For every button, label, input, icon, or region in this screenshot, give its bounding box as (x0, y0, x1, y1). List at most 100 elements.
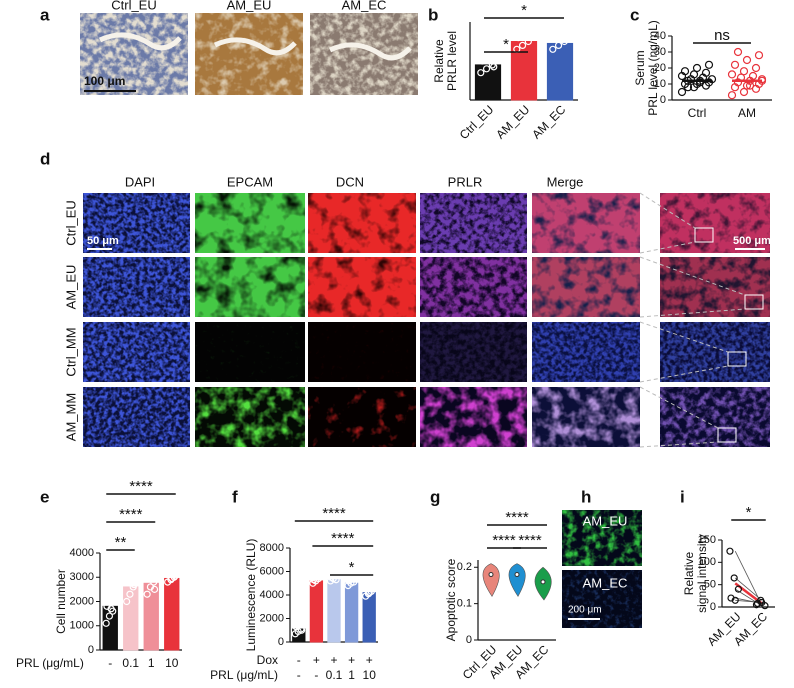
data-point (143, 590, 151, 598)
bar (510, 41, 538, 101)
image-label: AM_EC (583, 575, 628, 590)
y-tick-label: 2000 (70, 595, 94, 607)
bar (362, 592, 376, 643)
significance: **** (505, 509, 529, 526)
y-axis-label: Relative (682, 552, 696, 596)
x-tick-label: 10 (165, 656, 179, 670)
data-point (107, 605, 115, 613)
micrograph (195, 387, 305, 447)
significance: ns (714, 27, 730, 44)
data-point (490, 63, 498, 71)
micrograph (660, 257, 770, 317)
row-label: 1 (348, 668, 355, 682)
panel-letter: a (40, 5, 50, 24)
row-label: 10 (363, 668, 377, 682)
micrograph (195, 13, 303, 95)
pair-line (734, 577, 763, 601)
panel-letter: b (428, 5, 438, 24)
data-point (298, 626, 306, 634)
micrograph (562, 510, 642, 566)
data-point (295, 620, 303, 628)
micrograph (83, 257, 190, 317)
scale-label: 500 μm (733, 235, 771, 247)
data-point (147, 566, 155, 574)
micrograph (308, 193, 416, 253)
row-label: AM_EU (63, 265, 78, 310)
data-point (748, 71, 758, 81)
data-point (692, 63, 702, 73)
row-label: + (330, 653, 337, 667)
bar (474, 64, 502, 101)
y-tick-label: 0 (710, 601, 716, 613)
micrograph (532, 193, 640, 253)
y-tick-label: 0 (466, 634, 472, 646)
significance: **** (331, 530, 355, 547)
scale-label: 200 μm (568, 605, 602, 616)
panel-letter: i (680, 487, 685, 506)
connector (639, 321, 729, 353)
y-tick-label: 40 (654, 30, 666, 42)
image-label: AM_EU (227, 0, 272, 12)
micrograph (195, 193, 305, 253)
data-point (680, 67, 690, 76)
micrograph (532, 322, 640, 382)
gland (328, 42, 412, 61)
bar (143, 582, 159, 651)
y-axis-label: Serum (633, 50, 647, 85)
violin (508, 563, 526, 597)
bar (546, 42, 574, 101)
violin (482, 563, 500, 597)
y-tick-label: 2000 (260, 612, 284, 624)
gland (98, 32, 182, 51)
significance: * (349, 559, 355, 576)
channel-label: DCN (336, 174, 364, 189)
data-point (726, 547, 734, 555)
y-tick-label: 10 (654, 78, 666, 90)
zoom-box (744, 294, 764, 310)
data-point (733, 47, 743, 57)
y-tick-label: 1000 (70, 620, 94, 632)
y-axis-label: Luminescence (RLU) (244, 539, 258, 652)
micrograph (83, 193, 190, 253)
data-point (314, 574, 323, 583)
row-label: Ctrl_EU (63, 200, 78, 246)
micrograph (532, 257, 640, 317)
data-point (130, 580, 138, 589)
data-point (739, 67, 749, 76)
connector (639, 308, 746, 318)
bar (344, 582, 359, 643)
x-tick-label: AM_EC (529, 102, 568, 141)
y-tick-label: 20 (654, 62, 666, 74)
median (514, 572, 520, 578)
y-tick-label: 30 (654, 46, 666, 58)
bar (164, 577, 180, 651)
data-point (126, 590, 134, 598)
micrograph (420, 257, 527, 317)
bar (123, 586, 139, 651)
micrograph (195, 257, 305, 317)
data-point (739, 87, 749, 97)
row-name: PRL (μg/mL) (210, 668, 278, 682)
row-label: + (348, 653, 355, 667)
data-point (753, 599, 762, 608)
data-point (704, 60, 714, 69)
data-point (727, 70, 737, 79)
y-axis-label: Cell number (54, 569, 68, 634)
median (488, 572, 494, 578)
y-tick-label: 0.2 (457, 561, 472, 573)
y-axis-label: Apoptotic score (444, 558, 458, 641)
data-point (677, 87, 687, 97)
connector (639, 365, 729, 383)
bar (309, 580, 324, 643)
data-point (734, 585, 743, 593)
connector (639, 441, 719, 448)
data-point (482, 65, 491, 73)
y-tick-label: 150 (698, 534, 716, 546)
image-label: Ctrl_EU (111, 0, 157, 12)
significance: * (746, 504, 752, 521)
significance: **** (492, 532, 516, 549)
channel-label: EPCAM (227, 174, 273, 189)
x-tick-label: AM_EU (493, 102, 532, 141)
panel-letter: f (232, 487, 238, 506)
data-point (123, 578, 132, 586)
